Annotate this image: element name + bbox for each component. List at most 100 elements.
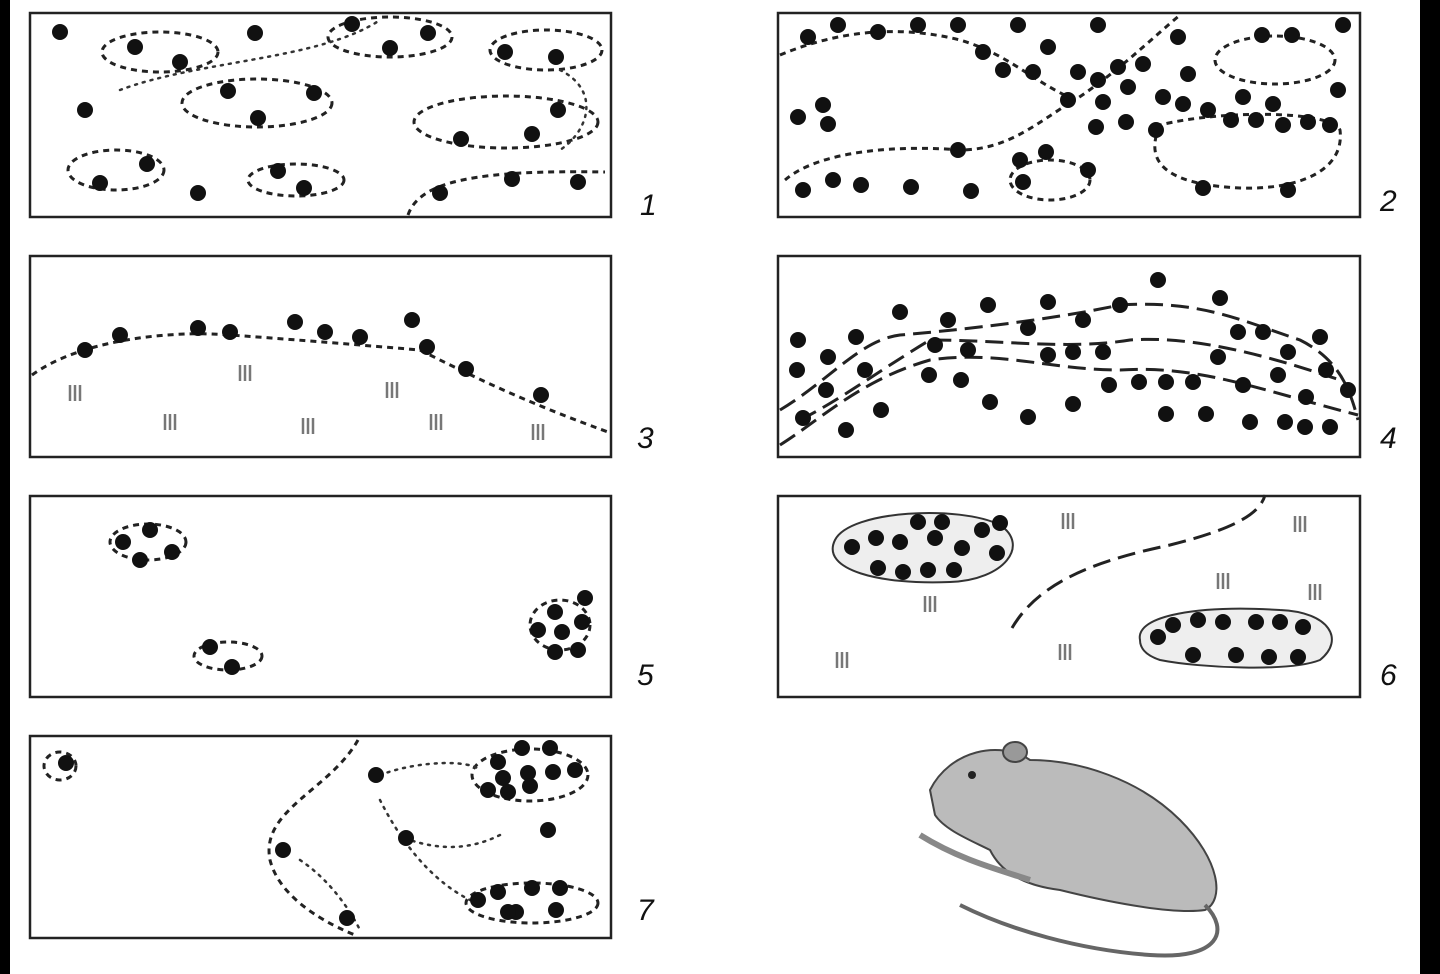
animal: [1158, 374, 1174, 390]
animal: [1298, 389, 1314, 405]
animal: [1275, 117, 1291, 133]
animal: [1200, 102, 1216, 118]
animal: [954, 540, 970, 556]
territory: [192, 640, 264, 672]
animal: [550, 102, 566, 118]
animal: [790, 332, 806, 348]
animal: [77, 342, 93, 358]
trail: [118, 18, 588, 152]
animal: [795, 182, 811, 198]
animal: [1118, 114, 1134, 130]
animal: [127, 39, 143, 55]
animal: [547, 604, 563, 620]
panel-frame: [28, 494, 613, 699]
animal: [1265, 96, 1281, 112]
animal: [432, 185, 448, 201]
animal: [524, 880, 540, 896]
animal: [1012, 152, 1028, 168]
trail: [1010, 494, 1267, 629]
animal: [992, 515, 1008, 531]
mouse-body: [928, 749, 1218, 912]
animal: [1300, 114, 1316, 130]
panel-label: 5: [637, 659, 654, 692]
animal: [1065, 344, 1081, 360]
animal: [1261, 649, 1277, 665]
territory: [412, 94, 600, 150]
animal: [1010, 17, 1026, 33]
territory: [180, 77, 334, 129]
animal: [950, 17, 966, 33]
animal: [963, 183, 979, 199]
animal: [953, 372, 969, 388]
panel-label: 3: [637, 422, 654, 455]
animal: [1185, 374, 1201, 390]
territory: [488, 28, 604, 72]
animal: [419, 339, 435, 355]
animal: [1110, 59, 1126, 75]
panel-label: 4: [1380, 422, 1397, 455]
animal: [921, 367, 937, 383]
animal: [1295, 619, 1311, 635]
panel-frame: [28, 254, 613, 459]
animal: [1090, 17, 1106, 33]
animal: [1198, 406, 1214, 422]
animal: [1165, 617, 1181, 633]
animal: [1070, 64, 1086, 80]
panel-frame: [776, 254, 1362, 459]
panel-label: 6: [1380, 659, 1397, 692]
animal: [1223, 112, 1239, 128]
animal: [1170, 29, 1186, 45]
animal: [1155, 89, 1171, 105]
animal: [934, 514, 950, 530]
animal: [1297, 419, 1313, 435]
animal: [339, 910, 355, 926]
animal: [490, 754, 506, 770]
panel-label: 2: [1379, 185, 1397, 218]
animal: [1080, 162, 1096, 178]
animal: [548, 49, 564, 65]
animal: [1101, 377, 1117, 393]
animal: [514, 740, 530, 756]
animal: [868, 530, 884, 546]
animal: [1148, 122, 1164, 138]
animal: [1335, 17, 1351, 33]
territory: [1153, 112, 1342, 190]
animal: [524, 126, 540, 142]
animal: [368, 767, 384, 783]
trail: [779, 302, 1360, 421]
background: [10, 0, 1420, 974]
animal: [552, 880, 568, 896]
animal: [317, 324, 333, 340]
animal: [1280, 344, 1296, 360]
trail: [267, 739, 360, 937]
animal: [1060, 92, 1076, 108]
animal: [1277, 414, 1293, 430]
territory: [1213, 34, 1337, 86]
animal: [1195, 180, 1211, 196]
animal: [820, 349, 836, 365]
animal: [830, 17, 846, 33]
animal: [164, 544, 180, 560]
animal: [172, 54, 188, 70]
animal: [1235, 89, 1251, 105]
animal: [1212, 290, 1228, 306]
animal: [1150, 629, 1166, 645]
animal: [547, 644, 563, 660]
animal: [1020, 320, 1036, 336]
animal: [247, 25, 263, 41]
animal: [1095, 94, 1111, 110]
animal: [873, 402, 889, 418]
territory: [66, 148, 166, 192]
animal: [112, 327, 128, 343]
animal: [910, 17, 926, 33]
animal: [815, 97, 831, 113]
animal: [982, 394, 998, 410]
animal: [1330, 82, 1346, 98]
animal: [1280, 182, 1296, 198]
animal: [903, 179, 919, 195]
animal: [1322, 117, 1338, 133]
animal: [1312, 329, 1328, 345]
territory: [470, 747, 590, 803]
animal: [139, 156, 155, 172]
animal: [398, 830, 414, 846]
